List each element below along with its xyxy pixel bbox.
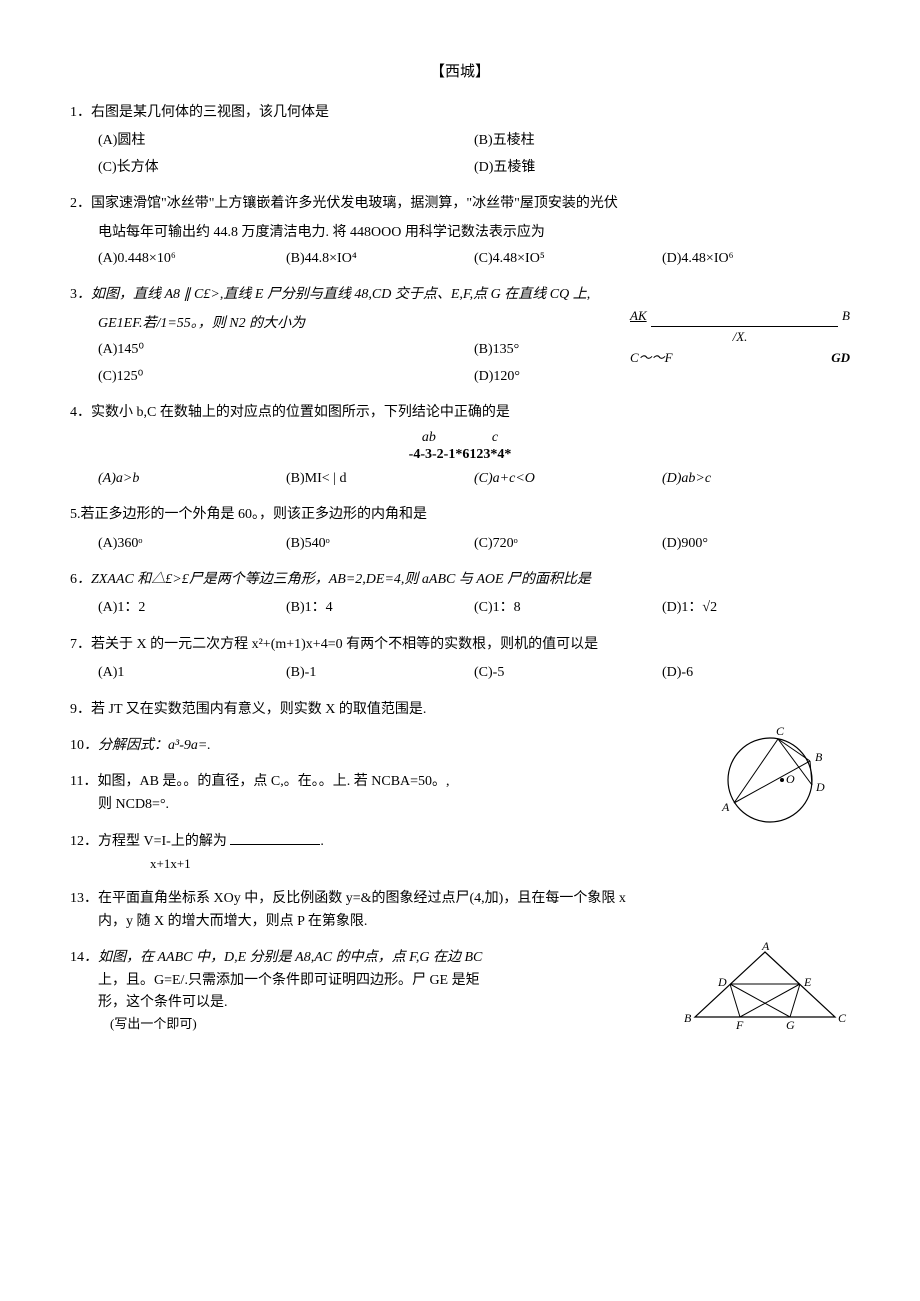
q3-diag-cf: C～～F (630, 348, 673, 369)
q3-num: 3 (70, 287, 77, 302)
q6-opt-d: (D)1：√2 (662, 597, 850, 619)
question-9: 9．若 JT 又在实数范围内有意义，则实数 X 的取值范围是. (70, 699, 850, 721)
q7-num: 7 (70, 637, 77, 652)
q6-opt-c: (C)1：8 (474, 597, 662, 619)
question-1: 1．右图是某几何体的三视图，该几何体是 (A)圆柱 (B)五棱柱 (C)长方体 … (70, 102, 850, 179)
q4-opt-d: (D)ab>c (662, 468, 850, 490)
q9-num: 9 (70, 702, 77, 717)
q5-opt-c: (C)720ᵒ (474, 533, 662, 555)
q1-text: ．右图是某几何体的三视图，该几何体是 (77, 105, 329, 120)
q3-diag-b: B (842, 306, 850, 327)
q13-num: 13 (70, 891, 84, 906)
q1-opt-c: (C)长方体 (98, 157, 474, 179)
q2-opt-b: (B)44.8×IO⁴ (286, 248, 474, 270)
q3-diag-ak: AK (630, 306, 647, 327)
q4-num: 4 (70, 405, 77, 420)
q2-text1: ．国家速滑馆"冰丝带"上方镶嵌着许多光伏发电玻璃，据测算，"冰丝带"屋顶安装的光… (77, 196, 618, 211)
q5-opt-b: (B)540ᵒ (286, 533, 474, 555)
q3-opt-a: (A)145⁰ (98, 339, 474, 361)
question-14: 14．如图，在 AABC 中，D,E 分别是 A8,AC 的中点，点 F,G 在… (70, 947, 850, 1035)
svg-text:E: E (803, 975, 812, 989)
q14-figure: A D E B F G C (680, 942, 850, 1040)
q5-opt-d: (D)900° (662, 533, 850, 555)
q2-text2: 电站每年可输出约 44.8 万度清洁电力. 将 448OOO 用科学记数法表示应… (70, 222, 850, 244)
q6-num: 6 (70, 572, 77, 587)
q7-opt-c: (C)-5 (474, 662, 662, 684)
question-6: 6．ZXAAC 和△£>£尸是两个等边三角形，AB=2,DE=4,则 aABC … (70, 569, 850, 620)
q7-text: ．若关于 X 的一元二次方程 x²+(m+1)x+4=0 有两个不相等的实数根，… (77, 637, 598, 652)
page-title: 【西城】 (70, 60, 850, 84)
q3-diag-gd: GD (831, 348, 850, 369)
q1-opt-d: (D)五棱锥 (474, 157, 850, 179)
q4-opt-a: (A)a>b (98, 468, 286, 490)
q6-opt-b: (B)1：4 (286, 597, 474, 619)
question-11: 11．如图，AB 是。。的直径，点 C,。在。。上. 若 NCBA=50。, 则… (70, 771, 850, 816)
q3-text: ．如图，直线 A8 ∥ C£>,直线 E 尸分别与直线 48,CD 交于点、E,… (77, 287, 590, 302)
q4-opt-b: (B)MI< | d (286, 468, 474, 490)
svg-text:A: A (761, 942, 770, 953)
q6-text: ．ZXAAC 和△£>£尸是两个等边三角形，AB=2,DE=4,则 aABC 与… (77, 572, 591, 587)
question-12: 12．方程型 V=I-上的解为 . x+1x+1 (70, 830, 850, 874)
question-13: 13．在平面直角坐标系 XOy 中，反比例函数 y=&的图象经过点尸(4,加)，… (70, 888, 850, 933)
svg-text:B: B (684, 1011, 692, 1025)
q10-text: ．分解因式：a³-9a=. (84, 738, 211, 753)
q1-opt-b: (B)五棱柱 (474, 130, 850, 152)
q11-text2: 则 NCD8=°. (70, 794, 850, 816)
q7-opt-a: (A)1 (98, 662, 286, 684)
q14-text1: ．如图，在 AABC 中，D,E 分别是 A8,AC 的中点，点 F,G 在边 … (84, 950, 482, 965)
q12-frac: x+1x+1 (70, 854, 850, 875)
q4-nl-bot: -4-3-2-1*6123*4* (70, 447, 850, 464)
q12-blank (230, 830, 320, 845)
q4-opt-c: (C)a+c<O (474, 468, 662, 490)
q13-text1: ．在平面直角坐标系 XOy 中，反比例函数 y=&的图象经过点尸(4,加)，且在… (84, 891, 626, 906)
q7-opt-d: (D)-6 (662, 662, 850, 684)
q3-diag-x: /X. (630, 327, 850, 348)
q2-opt-a: (A)0.448×10⁶ (98, 248, 286, 270)
q4-nl-top: ab c (70, 430, 850, 447)
question-3: 3．如图，直线 A8 ∥ C£>,直线 E 尸分别与直线 48,CD 交于点、E… (70, 284, 850, 388)
svg-text:C: C (838, 1011, 847, 1025)
q14-num: 14 (70, 950, 84, 965)
question-4: 4．实数小 b,C 在数轴上的对应点的位置如图所示，下列结论中正确的是 ab c… (70, 402, 850, 490)
q7-opt-b: (B)-1 (286, 662, 474, 684)
q5-opt-a: (A)360ᵒ (98, 533, 286, 555)
q2-num: 2 (70, 196, 77, 211)
q9-text: ．若 JT 又在实数范围内有意义，则实数 X 的取值范围是. (77, 702, 426, 717)
q10-num: 10 (70, 738, 84, 753)
q13-text2: 内，y 随 X 的增大而增大，则点 P 在第象限. (70, 911, 850, 933)
q1-opt-a: (A)圆柱 (98, 130, 474, 152)
q6-opt-a: (A)1：2 (98, 597, 286, 619)
q3-diagram: AK B /X. C～～F GD (630, 306, 850, 368)
q3-opt-d: (D)120° (474, 366, 850, 388)
svg-text:D: D (717, 975, 727, 989)
q5-text: 若正多边形的一个外角是 60。，则该正多边形的内角和是 (81, 507, 428, 522)
q5-num: 5. (70, 507, 81, 522)
q1-num: 1 (70, 105, 77, 120)
q12-text: ．方程型 V=I-上的解为 (84, 834, 227, 849)
q11-num: 11 (70, 774, 83, 789)
q4-text: ．实数小 b,C 在数轴上的对应点的位置如图所示，下列结论中正确的是 (77, 405, 510, 420)
q2-opt-d: (D)4.48×IO⁶ (662, 248, 850, 270)
svg-text:B: B (815, 750, 823, 764)
question-2: 2．国家速滑馆"冰丝带"上方镶嵌着许多光伏发电玻璃，据测算，"冰丝带"屋顶安装的… (70, 193, 850, 270)
question-10: 10．分解因式：a³-9a=. C B O D A (70, 735, 850, 757)
svg-text:C: C (776, 725, 785, 738)
q3-opt-c: (C)125⁰ (98, 366, 474, 388)
question-7: 7．若关于 X 的一元二次方程 x²+(m+1)x+4=0 有两个不相等的实数根… (70, 634, 850, 685)
q11-text1: ．如图，AB 是。。的直径，点 C,。在。。上. 若 NCBA=50。, (83, 774, 449, 789)
q2-opt-c: (C)4.48×IO⁵ (474, 248, 662, 270)
question-5: 5.若正多边形的一个外角是 60。，则该正多边形的内角和是 (A)360ᵒ (B… (70, 504, 850, 555)
svg-text:G: G (786, 1018, 795, 1032)
svg-text:F: F (735, 1018, 744, 1032)
q12-num: 12 (70, 834, 84, 849)
